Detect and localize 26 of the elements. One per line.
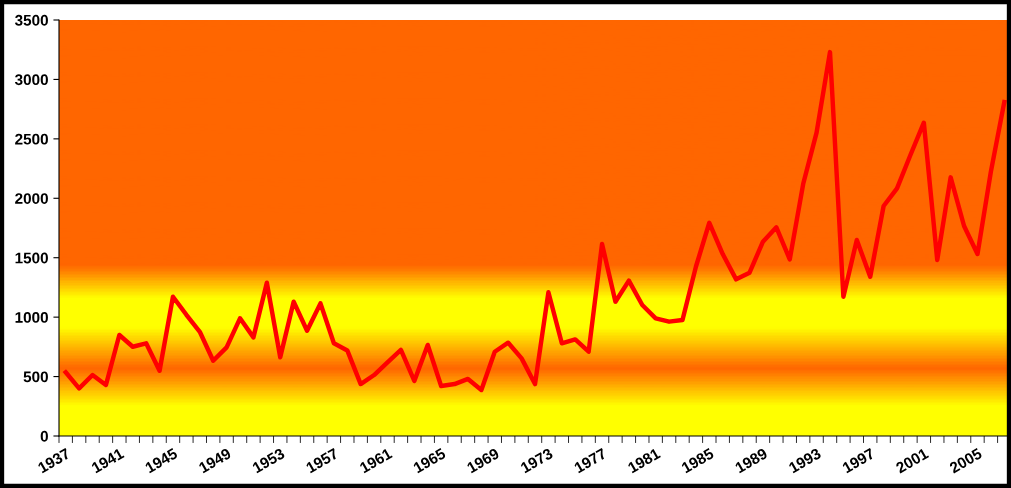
y-tick-label: 3000 [14,74,48,86]
x-tick-label: 1977 [573,447,608,474]
x-tick-label: 1941 [90,447,125,474]
line-series [63,49,1007,393]
x-tick-label: 1985 [680,447,715,474]
x-tick-label: 1937 [37,447,71,474]
y-tick-label: 2500 [15,133,48,145]
y-tick-label: 500 [23,371,48,383]
x-tick-label: 1953 [251,447,286,474]
x-tick-label: 1997 [841,447,876,474]
y-tick-label: 2000 [15,193,48,204]
x-tick-label: 1961 [359,447,393,474]
x-tick-label: 1949 [198,447,232,474]
x-tick-label: 1989 [734,447,769,474]
x-tick-label: 1993 [788,447,822,474]
x-tick-label: 1965 [412,447,447,474]
x-tick-label: 1957 [305,447,339,474]
x-tick-label: 1969 [466,447,500,474]
x-tick-label: 1973 [520,447,554,474]
y-tick-label: 1000 [15,312,48,323]
x-tick-label: 2001 [895,447,930,474]
x-tick-label: 1945 [144,447,179,474]
x-tick-label: 1981 [627,447,661,474]
y-tick-label: 0 [40,430,48,442]
y-tick-label: 3500 [14,14,48,26]
y-tick-label: 1500 [15,252,48,264]
